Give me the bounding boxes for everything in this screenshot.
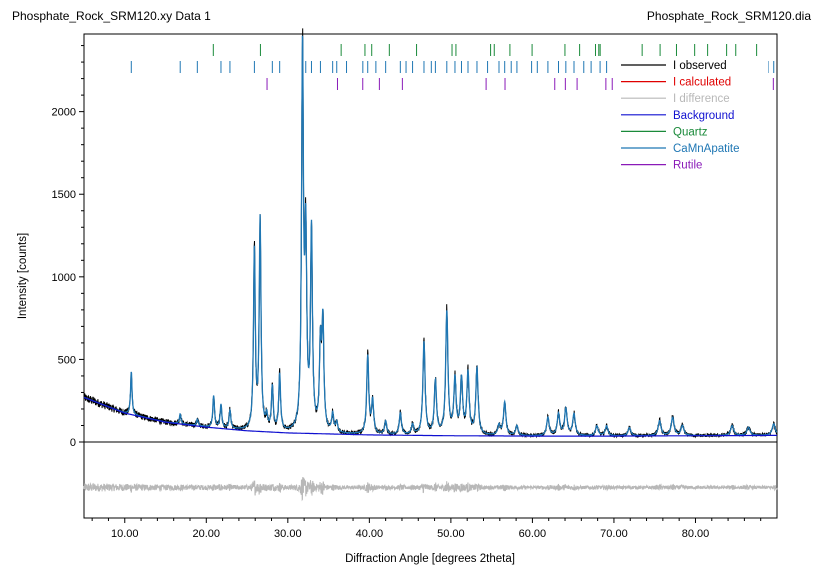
legend-label: CaMnApatite <box>673 143 739 155</box>
legend-label: I difference <box>673 93 730 105</box>
y-tick-label: 2000 <box>52 107 76 119</box>
legend-label: Rutile <box>673 160 702 172</box>
window-title-left: Phosphate_Rock_SRM120.xy Data 1 <box>12 9 211 23</box>
x-tick-label: 40.00 <box>356 528 384 540</box>
legend-label: Quartz <box>673 126 708 138</box>
legend-label: Background <box>673 110 734 122</box>
legend-label: I calculated <box>673 77 731 89</box>
window-title-right: Phosphate_Rock_SRM120.dia <box>646 9 811 23</box>
series-background <box>83 396 777 437</box>
series-calculated <box>83 35 778 437</box>
x-axis-title: Diffraction Angle [degrees 2theta] <box>345 553 515 565</box>
y-tick-label: 1500 <box>52 189 76 201</box>
x-tick-label: 60.00 <box>519 528 547 540</box>
y-tick-label: 500 <box>58 354 76 366</box>
y-tick-label: 0 <box>70 437 76 449</box>
x-tick-label: 80.00 <box>682 528 710 540</box>
y-tick-label: 1000 <box>52 272 76 284</box>
series-difference <box>83 477 778 502</box>
legend-label: I observed <box>673 60 727 72</box>
x-tick-label: 20.00 <box>193 528 221 540</box>
x-tick-label: 50.00 <box>437 528 465 540</box>
x-tick-label: 70.00 <box>600 528 628 540</box>
x-tick-label: 30.00 <box>274 528 302 540</box>
y-axis-title: Intensity [counts] <box>17 233 29 319</box>
x-tick-label: 10.00 <box>111 528 139 540</box>
